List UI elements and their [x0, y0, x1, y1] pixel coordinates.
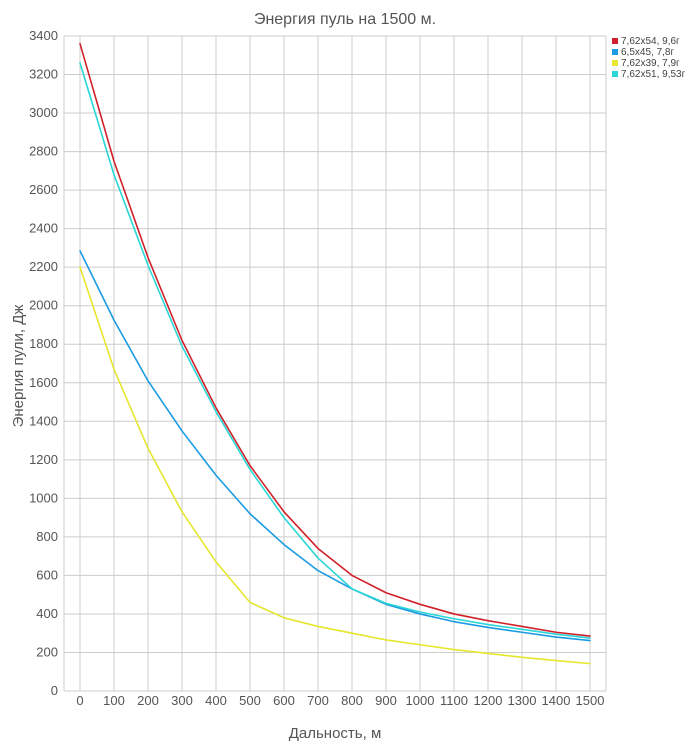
legend-label: 7,62x51, 9,53г	[621, 69, 686, 80]
x-tick-label: 0	[76, 693, 83, 708]
x-tick-label: 1300	[508, 693, 537, 708]
legend-swatch	[612, 49, 618, 55]
y-tick-label: 2800	[29, 144, 58, 159]
x-tick-label: 600	[273, 693, 295, 708]
x-tick-label: 1400	[542, 693, 571, 708]
y-tick-label: 3200	[29, 67, 58, 82]
y-tick-label: 1800	[29, 336, 58, 351]
x-tick-label: 400	[205, 693, 227, 708]
y-tick-label: 1200	[29, 452, 58, 467]
y-tick-label: 400	[36, 606, 58, 621]
y-tick-label: 0	[51, 683, 58, 698]
y-tick-label: 2400	[29, 221, 58, 236]
y-tick-label: 1400	[29, 413, 58, 428]
legend-swatch	[612, 38, 618, 44]
y-axis-ticks: 0 200 400 600 800 1000 1200 1400 1600 1800 2000 220…	[29, 28, 58, 698]
x-tick-label: 800	[341, 693, 363, 708]
y-tick-label: 2000	[29, 298, 58, 313]
grid	[63, 35, 607, 692]
x-tick-label: 200	[137, 693, 159, 708]
x-tick-label: 100	[103, 693, 125, 708]
x-tick-label: 700	[307, 693, 329, 708]
x-axis-label: Дальность, м	[289, 725, 382, 742]
y-tick-label: 200	[36, 644, 58, 659]
y-tick-label: 1000	[29, 490, 58, 505]
x-tick-label: 1000	[406, 693, 435, 708]
legend-swatch	[612, 60, 618, 66]
x-tick-label: 500	[239, 693, 261, 708]
x-axis-ticks: 0 100 200 300 400 500 600 700 800 900 1000 1100 1200…	[76, 693, 604, 708]
y-tick-label: 800	[36, 529, 58, 544]
chart-title: Энергия пуль на 1500 м.	[254, 11, 436, 28]
y-tick-label: 1600	[29, 375, 58, 390]
legend-label: 7,62x39, 7,9г	[621, 58, 680, 69]
y-tick-label: 2600	[29, 182, 58, 197]
series-line-1	[79, 250, 591, 642]
x-tick-label: 1100	[440, 693, 468, 708]
series-lines	[79, 42, 591, 665]
series-line-0	[79, 42, 591, 637]
x-tick-label: 1200	[474, 693, 503, 708]
y-tick-label: 2200	[29, 259, 58, 274]
x-tick-label: 900	[375, 693, 397, 708]
legend-label: 6,5x45, 7,8г	[621, 47, 674, 58]
legend-swatch	[612, 71, 618, 77]
series-line-2	[79, 266, 591, 665]
series-line-3	[79, 62, 591, 639]
legend-label: 7,62x54, 9,6г	[621, 36, 680, 47]
x-tick-label: 300	[171, 693, 193, 708]
y-tick-label: 600	[36, 567, 58, 582]
y-tick-label: 3000	[29, 105, 58, 120]
legend: 7,62x54, 9,6г6,5x45, 7,8г7,62x39, 7,9г7,…	[612, 36, 686, 80]
x-tick-label: 1500	[576, 693, 605, 708]
y-axis-label: Энергия пули, Дж	[10, 305, 27, 428]
y-tick-label: 3400	[29, 28, 58, 43]
